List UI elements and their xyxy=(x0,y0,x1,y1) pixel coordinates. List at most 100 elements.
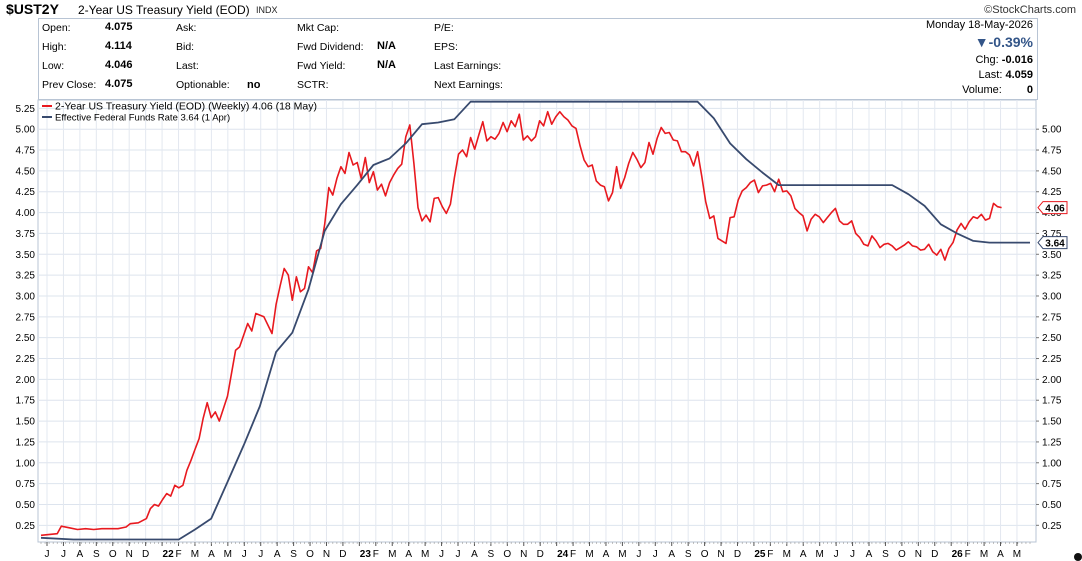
x-tick-label: M xyxy=(421,549,429,560)
fwd-dividend-label: Fwd Dividend: xyxy=(297,41,364,53)
sctr-label: SCTR: xyxy=(297,79,329,91)
brand-watermark[interactable]: ©StockCharts.com xyxy=(984,4,1076,16)
end-value-badge xyxy=(1037,201,1068,215)
ticker-description: 2-Year US Treasury Yield (EOD) xyxy=(78,3,250,17)
x-tick-label: A xyxy=(997,549,1004,560)
last-price-label: Last: xyxy=(978,69,1003,81)
eps-label: EPS: xyxy=(434,41,458,53)
fed-funds-line[interactable] xyxy=(40,100,1030,541)
y-tick-right: 2.00 xyxy=(1042,375,1062,386)
x-tick-label: M xyxy=(388,549,396,560)
y-tick-right: 2.50 xyxy=(1042,333,1062,344)
last-earnings-label: Last Earnings: xyxy=(434,60,502,72)
chg-value: -0.016 xyxy=(1001,54,1033,66)
x-tick-label: O xyxy=(306,549,314,560)
fwd-yield-label: Fwd Yield: xyxy=(297,60,346,72)
y-tick-left: 4.25 xyxy=(16,187,36,198)
y-tick-left: 2.75 xyxy=(16,312,36,323)
change-pct-row: ▼-0.39% xyxy=(975,34,1033,50)
plot-area[interactable] xyxy=(37,99,1037,543)
x-tick-label: D xyxy=(931,549,938,560)
y-tick-right: 1.75 xyxy=(1042,396,1062,407)
x-tick-label: S xyxy=(685,549,692,560)
x-tick-label: O xyxy=(701,549,709,560)
y-tick-left: 1.75 xyxy=(16,396,36,407)
optionable-value: no xyxy=(247,79,261,91)
x-tick-label: A xyxy=(800,549,807,560)
y-tick-right: 1.25 xyxy=(1042,437,1062,448)
x-tick-label: N xyxy=(915,549,922,560)
chg-label: Chg: xyxy=(975,54,999,66)
y-tick-left: 2.25 xyxy=(16,354,36,365)
y-tick-left: 0.25 xyxy=(16,521,36,532)
ask-label: Ask: xyxy=(176,22,197,34)
x-tick-label: F xyxy=(373,549,379,560)
open-value: 4.075 xyxy=(105,21,133,33)
y-axis-right: 5.004.754.504.254.003.753.503.253.002.75… xyxy=(1036,125,1062,532)
open-label: Open: xyxy=(42,22,71,34)
y-tick-left: 1.25 xyxy=(16,437,36,448)
x-tick-label: S xyxy=(93,549,100,560)
fwd-dividend-value: N/A xyxy=(377,40,396,52)
x-tick-label: J xyxy=(242,549,247,560)
x-tick-label: M xyxy=(980,549,988,560)
y-tick-right: 0.75 xyxy=(1042,479,1062,490)
mkt-cap-label: Mkt Cap: xyxy=(297,22,340,34)
x-tick-label: J xyxy=(45,549,50,560)
x-tick-label: A xyxy=(274,549,281,560)
x-tick-label: J xyxy=(258,549,263,560)
legend: 2-Year US Treasury Yield (EOD) (Weekly) … xyxy=(42,101,317,124)
y-tick-right: 4.50 xyxy=(1042,166,1062,177)
x-tick-label: 23 xyxy=(360,549,372,560)
y-tick-left: 0.75 xyxy=(16,479,36,490)
change-percent: ▼-0.39% xyxy=(974,34,1033,50)
x-tick-label: N xyxy=(520,549,527,560)
x-tick-label: O xyxy=(503,549,511,560)
y-tick-right: 3.00 xyxy=(1042,291,1062,302)
end-value-badge xyxy=(1037,236,1068,250)
y-tick-left: 4.75 xyxy=(16,146,36,157)
chart-header: $UST2Y 2-Year US Treasury Yield (EOD) IN… xyxy=(0,0,1082,100)
prev-close-label: Prev Close: xyxy=(42,79,97,91)
low-value: 4.046 xyxy=(105,59,133,71)
x-tick-label: N xyxy=(717,549,724,560)
x-tick-label: J xyxy=(439,549,444,560)
next-earnings-label: Next Earnings: xyxy=(434,79,503,91)
y-tick-left: 2.50 xyxy=(16,333,36,344)
x-tick-label: 24 xyxy=(557,549,569,560)
y-tick-right: 2.25 xyxy=(1042,354,1062,365)
y-axis-left: 5.25 5.00 4.75 4.50 4.25 4.00 3.75 3.50 3.25 3.00… xyxy=(16,104,36,532)
x-tick-label: D xyxy=(142,549,149,560)
x-tick-label: A xyxy=(208,549,215,560)
y-tick-left: 3.75 xyxy=(16,229,36,240)
x-tick-label: M xyxy=(783,549,791,560)
x-tick-label: J xyxy=(834,549,839,560)
last-price-value: 4.059 xyxy=(1005,69,1033,81)
high-value: 4.114 xyxy=(105,40,132,52)
x-tick-label: 26 xyxy=(952,549,964,560)
x-tick-label: D xyxy=(537,549,544,560)
y-tick-right: 4.25 xyxy=(1042,187,1062,198)
volume-value: 0 xyxy=(1026,84,1033,96)
x-tick-label: S xyxy=(290,549,297,560)
price-chart[interactable]: 5.25 5.00 4.75 4.50 4.25 4.00 3.75 3.50 3.25 3.00… xyxy=(0,98,1082,561)
exchange-label: INDX xyxy=(256,5,278,15)
x-tick-label: A xyxy=(77,549,84,560)
y-tick-left: 5.25 xyxy=(16,104,36,115)
quote-panel: Open: 4.075 High: 4.114 Low: 4.046 Prev … xyxy=(38,18,1038,100)
x-tick-label: O xyxy=(898,549,906,560)
ticker-symbol[interactable]: $UST2Y xyxy=(6,1,59,17)
x-tick-label: J xyxy=(850,549,855,560)
x-tick-label: M xyxy=(191,549,199,560)
x-axis: J J A S O N D 22 F M A M J J A S O N D 23 F M A M J J A S O N D 24 F M A M J… xyxy=(40,542,1031,560)
x-tick-label: M xyxy=(224,549,232,560)
x-tick-label: 22 xyxy=(163,549,175,560)
y-tick-left: 3.25 xyxy=(16,271,36,282)
y-tick-left: 5.00 xyxy=(16,125,36,136)
treasury-yield-line[interactable] xyxy=(40,110,1002,537)
y-tick-right: 1.50 xyxy=(1042,417,1062,428)
x-tick-label: A xyxy=(866,549,873,560)
end-labels: 4.06 3.64 xyxy=(1037,201,1082,561)
y-tick-left: 4.00 xyxy=(16,208,36,219)
x-tick-label: D xyxy=(734,549,741,560)
